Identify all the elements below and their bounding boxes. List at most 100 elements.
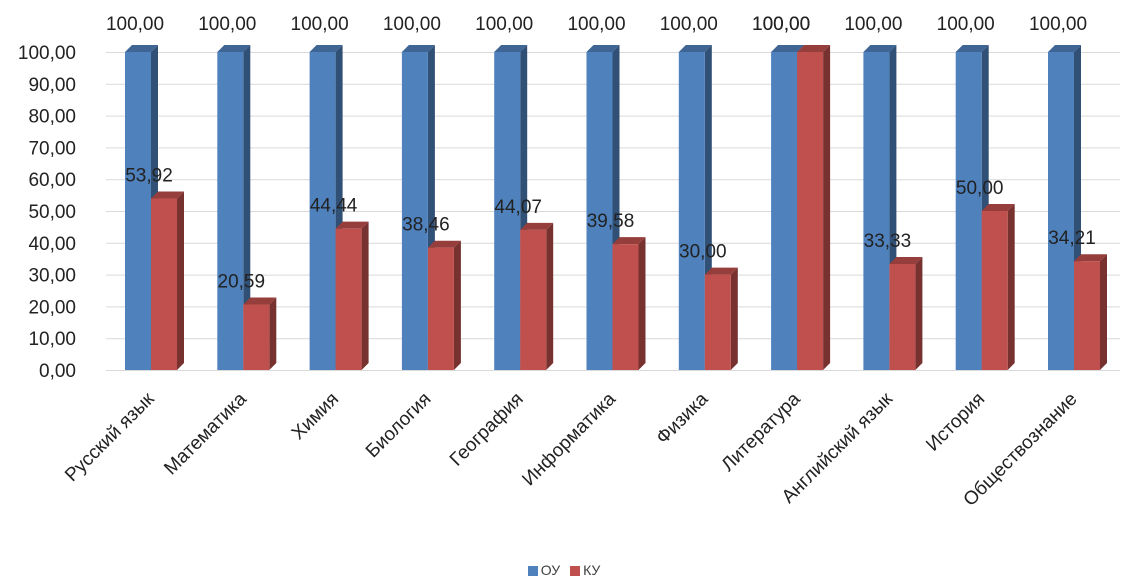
- bar-front: [520, 229, 547, 370]
- data-label-ku: 33,33: [864, 231, 912, 252]
- bar-side: [638, 237, 646, 370]
- bar-front: [217, 52, 244, 370]
- y-tick-label: 10,00: [28, 329, 76, 350]
- x-category-label: Русский язык: [61, 388, 159, 486]
- data-label-ku: 34,21: [1048, 228, 1096, 249]
- y-tick-label: 90,00: [28, 75, 76, 96]
- bars: [125, 45, 1107, 370]
- data-label-ou: 100,00: [937, 14, 995, 35]
- bar-front: [586, 52, 613, 370]
- bar-ku: [151, 191, 184, 370]
- y-tick-label: 40,00: [28, 234, 76, 255]
- bar-ku: [889, 257, 923, 370]
- data-label-ku: 44,44: [310, 196, 358, 217]
- bar-top: [520, 222, 554, 230]
- bar-front: [494, 52, 521, 370]
- legend-item-ou: ОУ: [527, 562, 561, 578]
- data-label-ku: 100,00: [752, 14, 810, 35]
- bar-top: [125, 45, 158, 52]
- legend-item-ku: КУ: [570, 562, 600, 578]
- bar-side: [915, 257, 923, 370]
- bar-side: [269, 297, 277, 370]
- data-label-ku: 20,59: [218, 272, 266, 293]
- bar-front: [1074, 261, 1100, 370]
- bar-front: [125, 52, 151, 370]
- bar-top: [243, 297, 277, 305]
- bar-ku: [427, 240, 461, 370]
- bar-top: [335, 221, 369, 229]
- bar-front: [889, 264, 916, 370]
- x-category-label: География: [446, 389, 528, 471]
- data-label-ou: 100,00: [844, 14, 902, 35]
- bar-side: [1100, 254, 1107, 370]
- y-tick-label: 80,00: [28, 107, 76, 128]
- legend: ОУ КУ: [0, 562, 1128, 578]
- data-label-ou: 100,00: [383, 14, 441, 35]
- bar-front: [955, 52, 982, 370]
- y-tick-label: 30,00: [28, 266, 76, 287]
- bar-top: [1048, 45, 1081, 52]
- bar-ku: [335, 221, 369, 370]
- bar-ku: [612, 237, 646, 370]
- bar-top: [217, 45, 251, 52]
- data-label-ou: 100,00: [567, 14, 625, 35]
- bar-side: [361, 221, 369, 370]
- bar-top: [309, 45, 343, 52]
- y-axis-ticks: 0,00 10,00 20,00 30,00 40,00 50,00 60,00 70,00 8…: [18, 43, 76, 382]
- bar-ku: [243, 297, 277, 370]
- bar-ku: [1074, 254, 1107, 370]
- bar-ou: [309, 45, 343, 370]
- bar-front: [863, 52, 890, 370]
- x-category-label: Биология: [362, 389, 435, 462]
- bar-front: [151, 198, 177, 370]
- data-label-ou: 100,00: [106, 14, 164, 35]
- y-tick-label: 20,00: [28, 297, 76, 318]
- bar-top: [797, 45, 831, 52]
- data-label-ou: 100,00: [1029, 14, 1087, 35]
- y-tick-label: 100,00: [18, 43, 76, 64]
- y-tick-label: 0,00: [39, 361, 76, 382]
- bar-top: [586, 45, 620, 52]
- bar-front: [1048, 52, 1074, 370]
- x-category-label: История: [922, 389, 989, 456]
- bar-top: [427, 240, 461, 248]
- y-tick-label: 60,00: [28, 170, 76, 191]
- x-axis-categories: Русский язык Математика Химия Биология Геогр…: [61, 388, 1081, 510]
- bar-top: [151, 191, 184, 199]
- x-category-label: Литература: [718, 388, 805, 475]
- bar-top: [494, 45, 528, 52]
- bar-top: [678, 45, 712, 52]
- bar-top: [704, 267, 738, 275]
- bar-front: [309, 52, 336, 370]
- legend-label-ku: КУ: [583, 562, 601, 578]
- bar-side: [453, 240, 461, 370]
- data-label-ku: 30,00: [679, 242, 727, 263]
- bar-top: [401, 45, 435, 52]
- legend-swatch-ku: [570, 566, 581, 576]
- bar-ku: [704, 267, 738, 370]
- bar-ku: [797, 45, 831, 370]
- bar-top: [981, 204, 1015, 211]
- bar-top: [612, 237, 646, 245]
- data-label-ou: 100,00: [660, 14, 718, 35]
- x-category-label: Информатика: [518, 388, 620, 490]
- bar-top: [863, 45, 897, 52]
- data-label-ku: 38,46: [402, 215, 450, 236]
- bar-front: [797, 52, 824, 370]
- data-label-ou: 100,00: [198, 14, 256, 35]
- data-label-ku: 50,00: [956, 178, 1004, 199]
- data-label-ou: 100,00: [475, 14, 533, 35]
- data-label-ku: 44,07: [494, 197, 542, 218]
- bar-front: [401, 52, 428, 370]
- y-tick-label: 50,00: [28, 202, 76, 223]
- data-label-ku: 53,92: [125, 166, 173, 187]
- data-label-ou: 100,00: [752, 14, 810, 35]
- bar-side: [177, 191, 184, 370]
- legend-label-ou: ОУ: [540, 562, 561, 578]
- bar-top: [771, 45, 805, 52]
- data-labels: 100,00 53,92 100,00 20,59 100,00 44,44 100,00 3…: [106, 14, 1096, 293]
- bar-front: [981, 211, 1008, 370]
- bar-front: [335, 228, 362, 370]
